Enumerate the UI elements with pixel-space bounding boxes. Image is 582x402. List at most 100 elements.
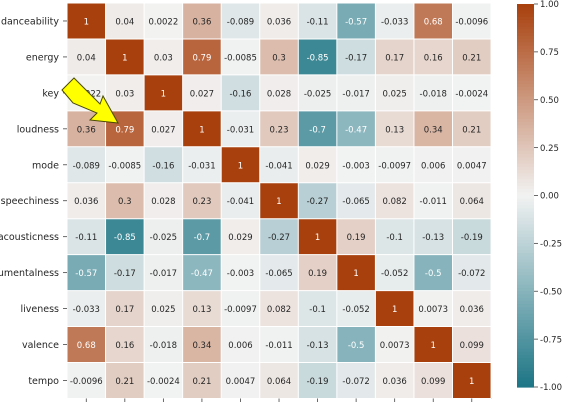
colorbar-segment <box>517 147 534 152</box>
heatmap-cell <box>336 218 376 256</box>
cell-value-label: -0.052 <box>342 305 369 315</box>
colorbar-segment <box>517 150 534 155</box>
heatmap-cell <box>221 110 261 148</box>
heatmap-cell <box>144 326 184 363</box>
heatmap-cell <box>144 74 184 112</box>
heatmap-cell <box>336 74 376 112</box>
colorbar-segment <box>517 160 534 165</box>
colorbar-segment <box>517 243 534 248</box>
colorbar-segment <box>517 141 534 146</box>
heatmap-cell <box>336 3 376 40</box>
heatmap-cell <box>105 182 145 220</box>
colorbar-segment <box>517 275 534 280</box>
colorbar-segment <box>517 48 534 53</box>
colorbar-segment <box>517 55 534 59</box>
colorbar-segment <box>517 288 534 292</box>
row-label: danceability <box>1 16 59 27</box>
heatmap-cell <box>67 3 106 40</box>
cell-value-label: 0.036 <box>382 377 406 387</box>
colorbar-segment <box>517 211 534 216</box>
cell-value-label: -0.033 <box>73 305 100 315</box>
cell-value-label: 0.082 <box>267 305 291 315</box>
colorbar-segment <box>517 176 534 181</box>
cell-value-label: 0.13 <box>192 305 211 315</box>
heatmap-cell <box>182 38 222 76</box>
cell-value-label: 0.13 <box>385 125 404 135</box>
heatmap-cell <box>105 362 145 399</box>
colorbar-segment <box>517 118 534 123</box>
heatmap-cell <box>336 182 376 220</box>
arrow-annotation <box>61 77 119 124</box>
cell-value-label: 0.34 <box>424 125 443 135</box>
heatmap-cell <box>413 182 453 220</box>
colorbar-tick-label: -1.00 <box>540 383 562 393</box>
colorbar-segment <box>517 80 534 85</box>
colorbar-segment <box>517 192 534 197</box>
colorbar-segment <box>517 355 534 359</box>
cell-value-label: 0.23 <box>192 197 211 207</box>
heatmap-cell <box>259 146 299 184</box>
heatmap-cell <box>105 74 145 112</box>
heatmap-cell <box>452 254 492 291</box>
colorbar-segment <box>517 58 534 63</box>
cell-value-label: -0.025 <box>150 233 177 243</box>
colorbar-segment <box>517 256 534 260</box>
cell-value-label: -0.011 <box>420 197 447 207</box>
colorbar-segment <box>517 374 534 379</box>
heatmap-cell <box>375 290 415 327</box>
cell-value-label: -0.57 <box>345 17 367 27</box>
colorbar-segment <box>517 383 534 388</box>
colorbar-segment <box>517 252 534 257</box>
colorbar-segment <box>517 227 534 232</box>
colorbar-segment <box>517 208 534 213</box>
heatmap-cell <box>375 326 415 363</box>
cell-value-label: 0.19 <box>308 269 327 279</box>
cell-value-label: -0.033 <box>381 17 408 27</box>
heatmap-cell <box>298 290 338 327</box>
heatmap-cell <box>375 254 415 291</box>
cell-value-label: 0.036 <box>74 197 98 207</box>
heatmap-cell <box>144 3 184 40</box>
heatmap-cell <box>452 182 492 220</box>
heatmap-cell <box>452 38 492 76</box>
heatmap-cell <box>298 182 338 220</box>
colorbar-segment <box>517 93 534 98</box>
heatmap-cell <box>298 326 338 363</box>
heatmap-cell <box>144 146 184 184</box>
colorbar-segment <box>517 380 534 385</box>
colorbar-segment <box>517 323 534 327</box>
cell-value-label: -0.11 <box>75 233 97 243</box>
cell-value-label: -0.16 <box>152 161 174 171</box>
cell-value-label: -0.16 <box>229 89 251 99</box>
colorbar-segment <box>517 361 534 366</box>
cell-value-label: 0.36 <box>77 125 96 135</box>
cell-value-label: 1 <box>161 89 166 99</box>
colorbar-segment <box>517 297 534 302</box>
cell-value-label: 0.17 <box>385 53 404 63</box>
colorbar-segment <box>517 313 534 318</box>
row-label: mode <box>32 160 59 171</box>
colorbar-tick-label: 0.00 <box>540 192 559 202</box>
colorbar-segment <box>517 224 534 229</box>
colorbar-tick-label: -0.75 <box>540 335 562 345</box>
cell-value-label: 0.029 <box>228 233 252 243</box>
heatmap-cell <box>221 362 261 399</box>
cell-value-label: 0.099 <box>460 341 484 351</box>
heatmap-cell <box>259 182 299 220</box>
row-label: liveness <box>20 304 59 315</box>
cell-value-label: -0.089 <box>73 161 100 171</box>
colorbar-segment <box>517 221 534 225</box>
colorbar-segment <box>517 371 534 375</box>
cell-value-label: -0.17 <box>114 269 136 279</box>
heatmap-cell <box>221 326 261 363</box>
colorbar-segment <box>517 345 534 350</box>
cell-value-label: 1 <box>469 377 474 387</box>
colorbar-segment <box>517 310 534 315</box>
colorbar-segment <box>517 236 534 241</box>
cell-value-label: 0.028 <box>267 89 291 99</box>
cell-value-label: -0.47 <box>191 269 213 279</box>
heatmap-cell <box>144 254 184 291</box>
colorbar-segment <box>517 169 534 174</box>
colorbar-segment <box>517 284 534 289</box>
colorbar-segment <box>517 240 534 244</box>
